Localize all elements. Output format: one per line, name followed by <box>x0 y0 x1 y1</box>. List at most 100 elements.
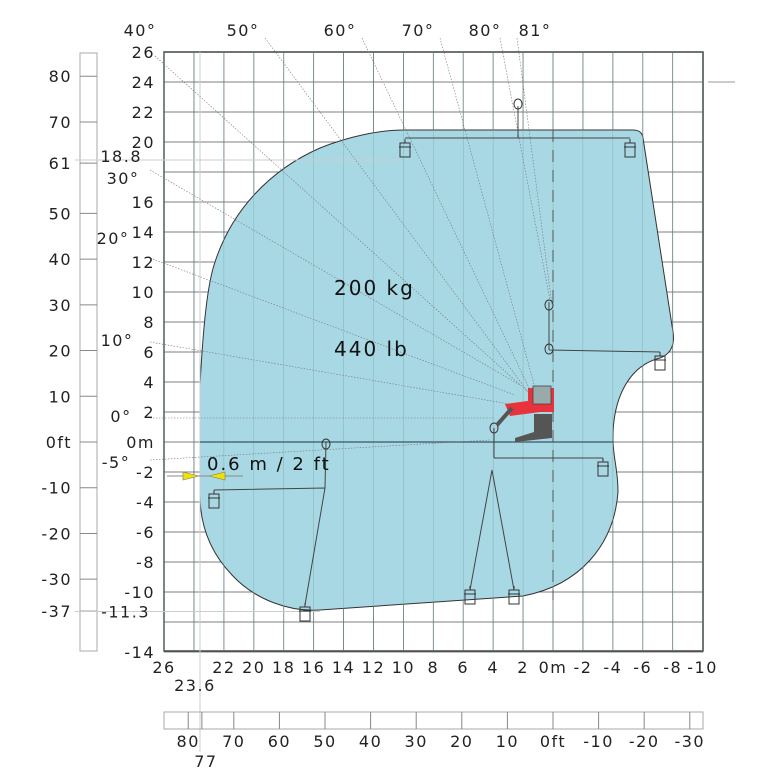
boom-arm <box>405 106 630 139</box>
ft-label-left: -30 <box>41 570 72 589</box>
ft-label-bottom: 77 <box>194 752 217 768</box>
jib-joint <box>321 438 331 450</box>
ft-label-left: 30 <box>49 296 72 315</box>
angle-line <box>149 257 516 396</box>
angle-line <box>499 37 551 301</box>
m-label-bottom: 4 <box>487 658 499 677</box>
angle-line <box>361 37 531 391</box>
m-label-special: -11.3 <box>101 603 150 622</box>
basket-icon <box>654 352 666 361</box>
m-label-bottom: 6 <box>457 658 469 677</box>
ft-label-bottom: 0ft <box>540 732 566 751</box>
ft-label-bottom: 20 <box>450 732 473 751</box>
ft-label-bottom: 60 <box>268 732 291 751</box>
basket-icon <box>208 490 220 499</box>
m-label-special: 23.6 <box>174 676 216 695</box>
m-label-left: 22 <box>132 103 155 122</box>
m-label-bottom: 14 <box>332 658 355 677</box>
ft-label-left: 50 <box>49 204 72 223</box>
load-kg: 200 kg <box>334 276 415 300</box>
angle-label: 81° <box>519 21 552 40</box>
m-label-bottom: 16 <box>302 658 325 677</box>
angle-line <box>154 55 529 393</box>
m-label-bottom: 22 <box>212 658 235 677</box>
angle-line <box>149 169 521 386</box>
m-label-bottom: 2 <box>517 658 529 677</box>
ft-label-left: 61 <box>49 154 72 173</box>
ft-label-left: 80 <box>49 67 72 86</box>
m-label-bottom: 0m <box>539 658 568 677</box>
m-label-left: 8 <box>143 313 155 332</box>
ft-label-bottom: 80 <box>177 732 200 751</box>
ft-label-left: -10 <box>41 479 72 498</box>
m-label-left: -10 <box>124 583 155 602</box>
m-label-left: 26 <box>132 43 155 62</box>
m-label-left: 24 <box>132 73 155 92</box>
grid-overlay <box>75 51 735 752</box>
load-lb: 440 lb <box>334 337 409 361</box>
ft-label-bottom: -30 <box>674 732 705 751</box>
m-label-left: 6 <box>143 343 155 362</box>
basket-icon <box>399 139 411 148</box>
m-label-left: 2 <box>143 403 155 422</box>
angle-label: 20° <box>97 229 130 248</box>
m-label-bottom: 12 <box>362 658 385 677</box>
basket-icon <box>508 586 520 595</box>
angle-label: 50° <box>227 21 260 40</box>
ft-label-left: -37 <box>41 602 72 621</box>
basket-icon <box>597 458 609 467</box>
angle-label: 0° <box>110 407 131 426</box>
m-label-bottom: -4 <box>603 658 622 677</box>
ft-label-left: 0ft <box>46 433 72 452</box>
m-label-left: -6 <box>136 523 155 542</box>
m-label-bottom: 8 <box>427 658 439 677</box>
marker-label: 0.6 m / 2 ft <box>207 454 331 475</box>
jib-joint <box>513 98 523 110</box>
angle-label: 60° <box>324 21 357 40</box>
m-label-bottom: 18 <box>272 658 295 677</box>
m-label-bottom: -2 <box>573 658 592 677</box>
basket-icon <box>624 139 636 148</box>
m-label-left: 4 <box>143 373 155 392</box>
ft-label-left: 20 <box>49 342 72 361</box>
m-label-left: 12 <box>132 253 155 272</box>
ft-label-left: 40 <box>49 250 72 269</box>
ft-label-left: 10 <box>49 387 72 406</box>
angle-label: 30° <box>107 169 140 188</box>
m-label-bottom: -8 <box>663 658 682 677</box>
ft-label-left: 70 <box>49 113 72 132</box>
m-label-left: -2 <box>136 463 155 482</box>
ft-scale-bottom <box>163 711 704 730</box>
m-label-bottom: 20 <box>242 658 265 677</box>
ft-label-bottom: -20 <box>629 732 660 751</box>
m-label-left: -4 <box>136 493 155 512</box>
ft-label-bottom: 30 <box>405 732 428 751</box>
m-label-left: -14 <box>124 643 155 662</box>
ft-label-bottom: 70 <box>222 732 245 751</box>
jib-joint <box>544 299 554 311</box>
ft-label-left: -20 <box>41 524 72 543</box>
boom-positions <box>208 98 666 622</box>
boom-arm <box>469 469 515 591</box>
angle-label: 40° <box>124 21 157 40</box>
marker <box>167 471 243 481</box>
m-label-left: 10 <box>132 283 155 302</box>
jib-joint <box>489 422 499 434</box>
m-label-bottom: -10 <box>687 658 718 677</box>
telehandler-machine <box>495 385 554 442</box>
working-envelope <box>199 129 674 611</box>
angle-label: 10° <box>101 331 134 350</box>
ft-label-bottom: -10 <box>583 732 614 751</box>
ft-label-bottom: 40 <box>359 732 382 751</box>
m-label-bottom: 26 <box>152 658 175 677</box>
angle-label: 70° <box>402 21 435 40</box>
angle-label: 80° <box>469 21 502 40</box>
boom-arm <box>213 441 327 606</box>
m-label-special: 18.8 <box>100 147 142 166</box>
basket-icon <box>299 603 311 612</box>
m-label-left: 14 <box>132 223 155 242</box>
basket-icon <box>464 586 476 595</box>
angle-line <box>439 37 536 389</box>
